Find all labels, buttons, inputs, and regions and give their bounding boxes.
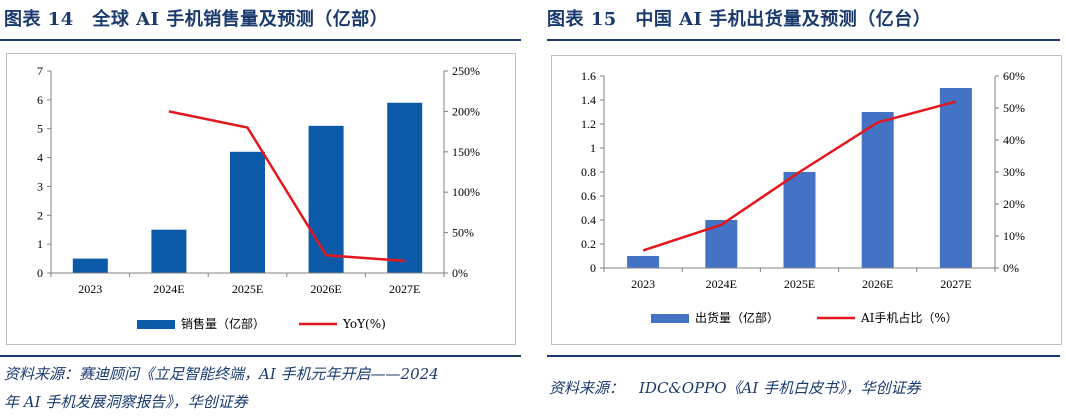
chart2-y-right-tick-label: 40% bbox=[1003, 133, 1025, 147]
chart2-y-right-tick-label: 30% bbox=[1003, 165, 1025, 179]
chart1-y-left-tick-label: 1 bbox=[37, 237, 43, 251]
chart1-y-right-tick-label: 100% bbox=[452, 185, 480, 199]
chart2-bar bbox=[861, 112, 894, 268]
chart2-y-right-tick-label: 0% bbox=[1003, 261, 1019, 275]
chart1-line-series bbox=[168, 110, 405, 263]
chart2-legend-bar-label: 出货量（亿部） bbox=[695, 310, 779, 325]
left-chart-frame: 0 1 2 3 4 5 6 7 0% 50% 100% 150% 200% 250% 2023 2024E 20… bbox=[6, 53, 516, 345]
chart1-x-tick-label: 2025E bbox=[232, 282, 263, 296]
chart2-line-series bbox=[642, 100, 957, 252]
chart1-bar bbox=[387, 102, 423, 273]
chart2-y-right-tick-label: 10% bbox=[1003, 229, 1025, 243]
chart2-y-left-tick-label: 1.4 bbox=[581, 93, 596, 107]
chart2-x-tick-label: 2024E bbox=[706, 277, 737, 291]
chart1-x-tick-label: 2023 bbox=[78, 282, 102, 296]
right-source-rule bbox=[547, 355, 1060, 357]
chart1-x-tick-label: 2026E bbox=[310, 282, 341, 296]
chart1-y-right-tick-label: 50% bbox=[452, 226, 474, 240]
chart2-legend-line-label: AI手机占比（%） bbox=[860, 310, 958, 325]
left-source-rule bbox=[0, 355, 521, 357]
right-chart-frame: 0 0.2 0.4 0.6 0.8 1 1.2 1.4 1.6 0% 10% 20% 30% 40% 50%… bbox=[551, 55, 1062, 345]
right-figure: 图表 15 中国 AI 手机出货量及预测（亿台） 0 0.2 0.4 0.6 0.8 1 1… bbox=[547, 0, 1066, 418]
chart1-x-tick-label: 2024E bbox=[153, 282, 184, 296]
chart1-legend-bar-swatch bbox=[137, 320, 175, 329]
left-figure: 图表 14 全球 AI 手机销售量及预测（亿部） 0 1 2 3 4 5 6 7 0% 50% 10… bbox=[0, 0, 521, 418]
left-figure-title: 图表 14 全球 AI 手机销售量及预测（亿部） bbox=[4, 9, 389, 30]
chart2-x-tick-label: 2026E bbox=[862, 277, 893, 291]
chart2-bar bbox=[783, 172, 816, 268]
chart2-y-right-tick-label: 60% bbox=[1003, 69, 1025, 83]
chart2-x-tick-label: 2023 bbox=[631, 277, 655, 291]
chart2-legend-bar-swatch bbox=[651, 314, 689, 323]
right-chart-svg: 0 0.2 0.4 0.6 0.8 1 1.2 1.4 1.6 0% 10% 20% 30% 40% 50%… bbox=[581, 69, 1025, 325]
right-source: 资料来源： IDC&OPPO《AI 手机白皮书》，华创证券 bbox=[549, 379, 921, 397]
chart1-y-right-tick-label: 200% bbox=[452, 104, 480, 118]
chart1-bar bbox=[308, 125, 344, 273]
chart1-bar bbox=[72, 258, 108, 273]
chart1-legend-bar-label: 销售量（亿部） bbox=[181, 316, 265, 331]
chart1-y-left-tick-label: 5 bbox=[37, 122, 43, 136]
chart1-bar bbox=[230, 151, 265, 273]
chart1-y-left-tick-label: 6 bbox=[37, 93, 43, 107]
left-title-rule bbox=[0, 39, 521, 41]
chart2-y-right-tick-label: 20% bbox=[1003, 197, 1025, 211]
chart2-bar bbox=[627, 256, 660, 268]
chart1-y-left-tick-label: 2 bbox=[37, 208, 43, 222]
chart2-y-left-tick-label: 0.4 bbox=[581, 213, 596, 227]
left-source-line2: 年 AI 手机发展洞察报告》，华创证券 bbox=[4, 393, 248, 411]
chart1-y-right-tick-label: 250% bbox=[452, 64, 480, 78]
chart1-y-left-tick-label: 3 bbox=[37, 179, 43, 193]
chart2-y-left-tick-label: 0.8 bbox=[581, 165, 596, 179]
chart2-y-left-tick-label: 0 bbox=[590, 261, 596, 275]
chart2-bar bbox=[939, 88, 972, 268]
left-chart-svg: 0 1 2 3 4 5 6 7 0% 50% 100% 150% 200% 250% 2023 2024E 20… bbox=[37, 64, 480, 331]
right-title-rule bbox=[547, 39, 1060, 41]
chart1-legend-line-label: YoY(%) bbox=[342, 317, 386, 331]
left-source: 资料来源：赛迪顾问《立足智能终端，AI 手机元年开启——2024 年 AI 手机… bbox=[4, 360, 439, 416]
chart1-bar bbox=[151, 229, 187, 273]
chart2-y-left-tick-label: 0.6 bbox=[581, 189, 596, 203]
chart1-x-tick-label: 2027E bbox=[389, 282, 420, 296]
chart2-x-tick-label: 2025E bbox=[784, 277, 815, 291]
chart1-y-left-tick-label: 4 bbox=[37, 151, 43, 165]
chart2-x-tick-label: 2027E bbox=[940, 277, 971, 291]
chart2-y-right-tick-label: 50% bbox=[1003, 101, 1025, 115]
chart2-y-left-tick-label: 1 bbox=[590, 141, 596, 155]
chart1-y-right-tick-label: 0% bbox=[452, 266, 468, 280]
right-figure-title: 图表 15 中国 AI 手机出货量及预测（亿台） bbox=[547, 9, 932, 30]
chart2-y-left-tick-label: 1.6 bbox=[581, 69, 596, 83]
chart2-y-left-tick-label: 0.2 bbox=[581, 237, 596, 251]
left-source-line1: 资料来源：赛迪顾问《立足智能终端，AI 手机元年开启——2024 bbox=[4, 365, 439, 383]
chart2-y-left-tick-label: 1.2 bbox=[581, 117, 596, 131]
chart1-y-left-tick-label: 0 bbox=[37, 266, 43, 280]
chart1-y-left-tick-label: 7 bbox=[37, 64, 43, 78]
chart1-y-right-tick-label: 150% bbox=[452, 145, 480, 159]
